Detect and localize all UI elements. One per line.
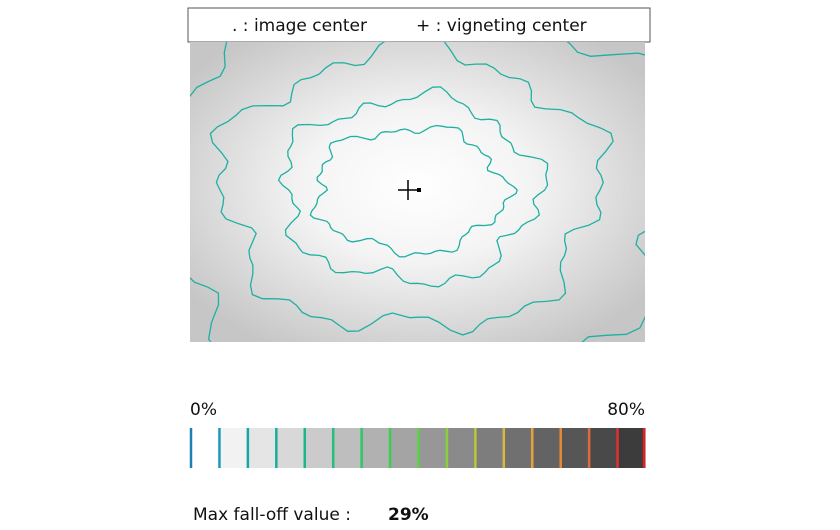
scale-segment [190, 428, 219, 468]
scale-segment [474, 428, 504, 468]
contours [190, 42, 645, 342]
scale-segment [559, 428, 589, 468]
scale-segment [616, 428, 646, 468]
scale-segment [389, 428, 418, 468]
contour-line [209, 42, 614, 336]
color-scale [189, 428, 646, 468]
legend-image-center: . : image center [232, 16, 367, 36]
scale-segment [531, 428, 561, 468]
scale-segment [502, 428, 532, 468]
scale-segment [275, 428, 305, 468]
scale-segment [417, 428, 447, 468]
scale-segment [303, 428, 333, 468]
scale-segment [588, 428, 618, 468]
result-value: 29% [388, 505, 429, 525]
scale-segment [360, 428, 390, 468]
result-label: Max fall-off value : [193, 505, 351, 525]
contour-line [309, 124, 518, 258]
scale-max-label: 80% [607, 400, 645, 420]
legend-vignetting-center: + : vigneting center [416, 16, 587, 36]
scale-segment [332, 428, 362, 468]
scale-segment [218, 428, 248, 468]
scale-min-label: 0% [190, 400, 217, 420]
contour-line [277, 86, 549, 288]
image-center-dot [417, 188, 421, 192]
legend-box [187, 7, 651, 43]
scale-segment [246, 428, 276, 468]
scale-segment [445, 428, 475, 468]
